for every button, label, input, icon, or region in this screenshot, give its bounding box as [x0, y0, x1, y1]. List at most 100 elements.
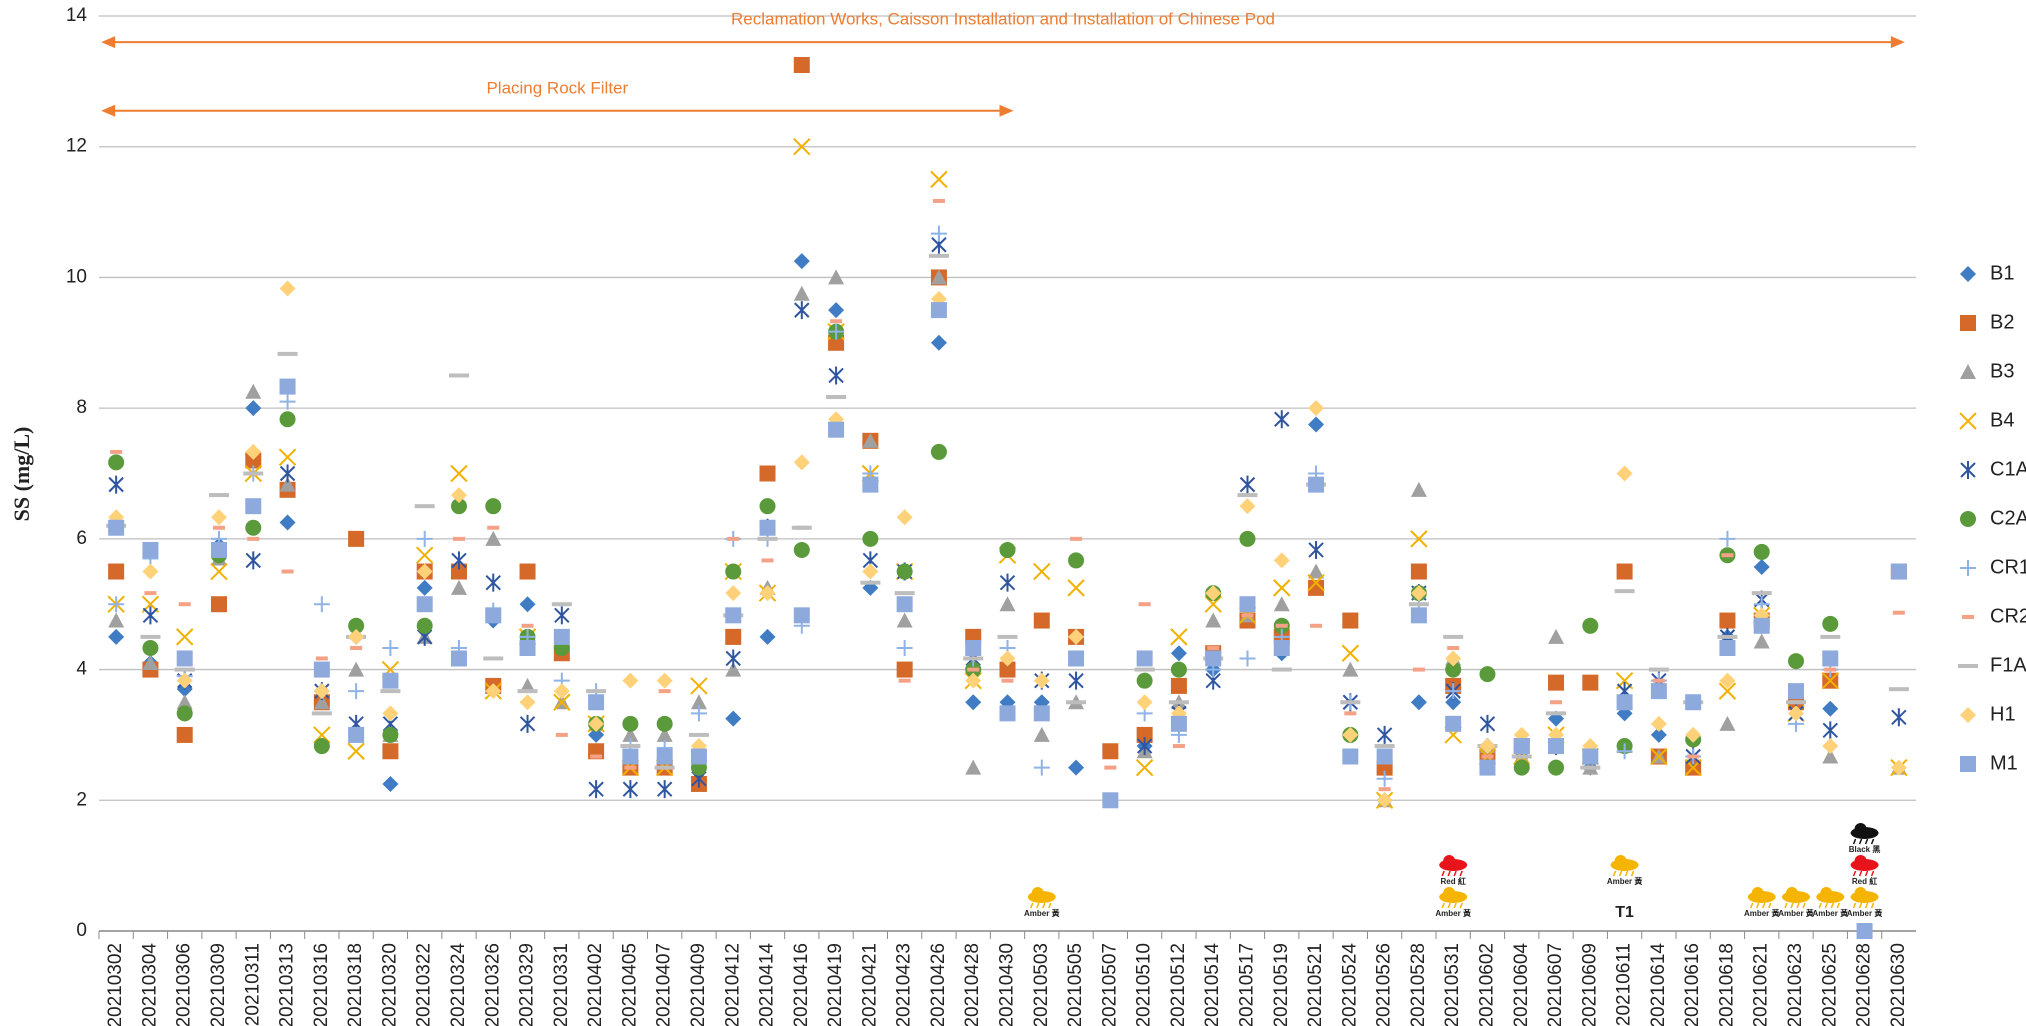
marker	[793, 541, 810, 558]
marker	[245, 452, 262, 469]
marker	[450, 563, 467, 580]
marker	[382, 705, 399, 722]
marker	[176, 694, 193, 710]
signal-rain	[1441, 870, 1463, 877]
marker	[245, 551, 261, 570]
marker	[830, 319, 843, 324]
legend-marker	[1958, 664, 1978, 668]
marker	[1822, 748, 1839, 764]
x-tick-label: 20210412	[722, 943, 743, 1026]
marker	[551, 602, 572, 607]
marker	[1273, 552, 1290, 569]
marker	[1376, 792, 1393, 809]
marker	[1172, 744, 1185, 749]
signal-label: Amber 黃	[1847, 908, 1883, 918]
marker	[1067, 579, 1085, 597]
marker	[1719, 530, 1736, 547]
marker	[586, 689, 607, 694]
marker	[1170, 715, 1187, 732]
signal-label: T1	[1615, 904, 1634, 921]
marker	[588, 780, 604, 799]
marker	[860, 580, 881, 585]
marker	[1648, 667, 1669, 672]
marker	[1856, 923, 1873, 939]
marker	[1650, 726, 1667, 743]
signal-rain	[1852, 838, 1875, 845]
marker	[1068, 759, 1085, 776]
marker	[315, 656, 328, 661]
marker	[245, 383, 262, 399]
x-tick-label: 20210318	[345, 943, 366, 1026]
marker	[1376, 748, 1393, 765]
marker	[793, 454, 810, 471]
marker	[930, 443, 947, 460]
marker	[1892, 610, 1905, 615]
marker	[279, 378, 296, 395]
marker	[1890, 759, 1907, 776]
marker	[690, 694, 707, 710]
marker	[1410, 563, 1427, 580]
marker	[999, 661, 1016, 678]
marker	[313, 661, 330, 678]
marker	[1205, 585, 1222, 602]
marker	[862, 432, 879, 448]
x-tick-label: 20210602	[1476, 943, 1497, 1026]
marker	[1513, 759, 1530, 776]
x-tick-label: 20210623	[1785, 943, 1806, 1026]
marker	[791, 525, 812, 530]
x-tick-label: 20210414	[757, 943, 778, 1026]
marker	[793, 285, 810, 301]
marker	[1447, 646, 1460, 651]
marker	[483, 656, 504, 661]
marker	[1582, 617, 1599, 634]
marker	[178, 602, 191, 607]
x-tick-label: 20210331	[551, 943, 572, 1026]
marker	[245, 519, 262, 536]
marker	[656, 748, 673, 765]
marker	[1136, 694, 1153, 711]
signal-rain	[1784, 902, 1806, 909]
marker	[1445, 661, 1462, 678]
marker	[928, 253, 949, 258]
marker	[1445, 694, 1462, 711]
marker	[1616, 563, 1633, 580]
marker	[1550, 700, 1563, 705]
marker	[826, 395, 847, 400]
marker	[452, 536, 465, 541]
marker	[208, 493, 229, 498]
marker	[1650, 747, 1668, 766]
marker	[142, 640, 159, 657]
legend-label: CR2	[1990, 605, 2026, 627]
marker	[450, 464, 468, 483]
x-tick-label: 20210322	[414, 943, 435, 1026]
marker	[1344, 711, 1357, 716]
signal-label: Black 黑	[1849, 844, 1881, 854]
signal-cloud	[1614, 855, 1627, 867]
marker	[313, 596, 330, 613]
marker	[1274, 410, 1290, 429]
marker	[1479, 759, 1496, 776]
marker	[1239, 530, 1256, 547]
marker	[1479, 738, 1496, 755]
marker	[1207, 646, 1220, 651]
x-tick-label: 20210313	[277, 943, 298, 1026]
marker	[656, 726, 673, 742]
marker	[1410, 585, 1427, 602]
marker	[1378, 787, 1391, 792]
marker	[142, 655, 159, 671]
marker	[448, 373, 469, 378]
marker	[1134, 667, 1155, 672]
x-tick-label: 20210428	[962, 943, 983, 1026]
marker	[1068, 628, 1085, 645]
marker	[759, 498, 776, 515]
signal-label: Amber 黃	[1778, 908, 1814, 918]
marker	[1136, 737, 1153, 756]
marker	[930, 302, 947, 319]
marker	[416, 530, 433, 547]
marker	[1068, 650, 1085, 667]
marker	[1342, 748, 1359, 765]
marker	[1237, 493, 1258, 498]
marker	[1241, 613, 1254, 618]
marker	[1341, 644, 1360, 662]
